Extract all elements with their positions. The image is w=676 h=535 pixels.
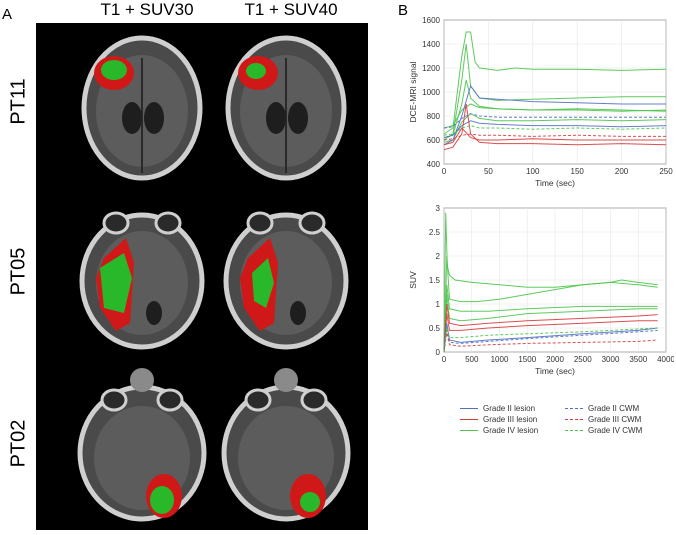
legend-item-grade3-lesion: Grade III lesion (460, 415, 537, 424)
y-tick-label: 1400 (422, 40, 440, 49)
legend-label: Grade II CWM (588, 404, 640, 413)
column-title-suv40: T1 + SUV40 (244, 0, 338, 19)
row-label-pt02: PT02 (7, 419, 30, 468)
y-axis-label: DCE-MRI signal (408, 61, 418, 122)
series-line-0-7 (443, 103, 667, 151)
x-tick-label: 0 (442, 355, 447, 364)
series-line-1-7 (443, 327, 658, 353)
legend-item-grade3-cwm: Grade III CWM (565, 415, 641, 424)
series-line-1-5 (443, 313, 658, 353)
brain-scan-pt05-suv40 (223, 211, 349, 350)
x-tick-label: 2500 (574, 355, 592, 364)
y-tick-label: 1 (436, 300, 441, 309)
x-axis-label: Time (sec) (535, 366, 575, 376)
x-axis-label: Time (sec) (535, 178, 575, 188)
legend-swatch (460, 408, 478, 409)
x-tick-label: 150 (571, 167, 585, 176)
y-tick-label: 600 (427, 136, 441, 145)
series-line-1-4 (443, 303, 658, 353)
series-line-1-2 (443, 284, 658, 353)
y-tick-label: 1.5 (429, 276, 441, 285)
legend-item-grade2-cwm: Grade II CWM (565, 404, 639, 413)
legend-label: Grade II lesion (483, 404, 536, 413)
series-line-0-4 (443, 103, 667, 129)
row-label-pt11: PT11 (7, 78, 30, 125)
series-line-0-8 (443, 127, 666, 146)
y-tick-label: 1200 (422, 64, 440, 73)
legend-label: Grade III CWM (588, 415, 642, 424)
brain-scan-pt05-suv30 (79, 211, 205, 350)
series-line-0-6 (443, 120, 667, 139)
x-tick-label: 0 (442, 167, 447, 176)
x-tick-label: 250 (659, 167, 673, 176)
x-tick-label: 500 (465, 355, 479, 364)
x-tick-label: 50 (484, 167, 493, 176)
y-tick-label: 1000 (422, 88, 440, 97)
series-line-0-11 (443, 125, 667, 136)
legend-swatch (565, 430, 583, 431)
series-line-0-9 (443, 113, 666, 129)
series-line-1-9 (443, 327, 658, 353)
legend-swatch (565, 408, 583, 409)
legend-item-grade4-cwm: Grade IV CWM (565, 426, 642, 435)
series-line-0-5 (443, 84, 666, 146)
panel-letter-b: B (398, 2, 409, 19)
legend-label: Grade IV CWM (588, 426, 643, 435)
suv-chart: 0 500 1000 1500 2000 2500 3000 3500 4000 0 0.5 1 1.5… (408, 204, 674, 376)
chart-legend: Grade II lesion Grade III lesion Grade I… (460, 404, 670, 460)
brain-scan-pt02-suv30 (77, 368, 207, 522)
x-tick-label: 3000 (602, 355, 620, 364)
y-tick-label: 800 (427, 112, 441, 121)
dce-mri-chart: 0 50 100 150 200 250 400 600 800 1000 1200 1400 1600… (408, 16, 673, 188)
x-tick-label: 1000 (491, 355, 509, 364)
series-line-1-6 (443, 323, 658, 353)
series-line-1-3 (443, 294, 658, 353)
y-tick-label: 400 (427, 160, 441, 169)
y-tick-label: 2.5 (429, 228, 441, 237)
brain-scan-pt11-suv30 (81, 35, 203, 181)
brain-scan-pt11-suv40 (225, 35, 347, 181)
column-title-suv30: T1 + SUV30 (100, 0, 194, 19)
y-tick-label: 2 (436, 252, 441, 261)
series-line-1-8 (443, 332, 658, 353)
legend-label: Grade IV lesion (483, 426, 539, 435)
series-line-0-0 (443, 31, 667, 135)
x-tick-label: 100 (526, 167, 540, 176)
y-tick-label: 1600 (422, 16, 440, 25)
y-tick-label: 3 (436, 204, 441, 213)
series-line-0-10 (443, 133, 666, 141)
legend-swatch (460, 419, 478, 420)
legend-swatch (460, 430, 478, 431)
legend-label: Grade III lesion (483, 415, 538, 424)
mri-image-grid (36, 23, 368, 530)
x-tick-label: 200 (615, 167, 629, 176)
x-tick-label: 1500 (518, 355, 536, 364)
brain-scan-pt02-suv40 (221, 368, 351, 522)
panel-letter-a: A (2, 6, 13, 23)
legend-swatch (565, 419, 583, 420)
series-line-1-1 (443, 255, 658, 353)
x-tick-label: 3500 (629, 355, 647, 364)
legend-item-grade4-lesion: Grade IV lesion (460, 426, 538, 435)
y-axis-label: SUV (408, 271, 418, 289)
y-tick-label: 0 (436, 348, 441, 357)
row-label-pt05: PT05 (7, 247, 30, 296)
x-tick-label: 2000 (546, 355, 564, 364)
y-tick-label: 0.5 (429, 324, 441, 333)
x-tick-label: 4000 (657, 355, 674, 364)
legend-item-grade2-lesion: Grade II lesion (460, 404, 535, 413)
